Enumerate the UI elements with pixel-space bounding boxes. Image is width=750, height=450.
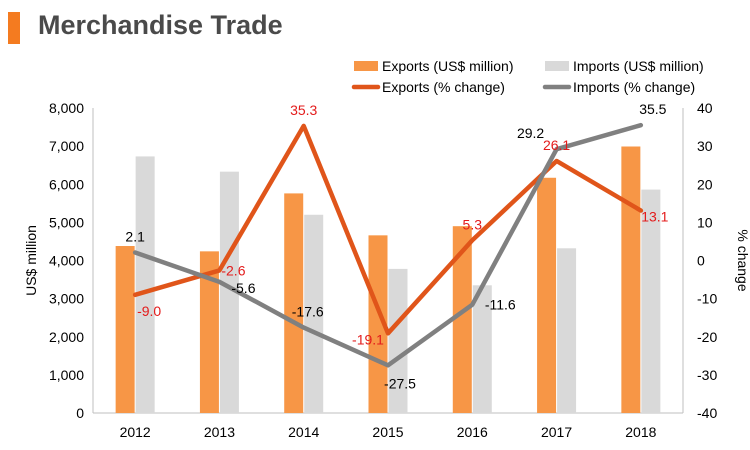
title-accent-bar xyxy=(8,12,20,44)
imports-data-label: -11.6 xyxy=(485,297,516,313)
y2-axis-title: % change xyxy=(735,229,750,291)
y-tick-label: 2,000 xyxy=(49,329,84,345)
x-tick-label: 2012 xyxy=(120,424,151,440)
exports-data-label: 13.1 xyxy=(641,209,668,225)
imports-bar xyxy=(641,189,661,413)
imports-bar xyxy=(135,156,155,413)
y2-tick-label: 20 xyxy=(697,176,713,192)
legend-imports-line-label: Imports (% change) xyxy=(573,79,695,95)
imports-data-label: -27.5 xyxy=(384,375,416,391)
imports-bar xyxy=(472,285,492,413)
legend-imports-bar-label: Imports (US$ million) xyxy=(573,58,704,74)
x-tick-label: 2015 xyxy=(372,424,403,440)
y-tick-label: 5,000 xyxy=(49,214,84,230)
exports-data-label: 35.3 xyxy=(290,102,317,118)
y2-tick-label: 10 xyxy=(697,214,713,230)
y-tick-label: 1,000 xyxy=(49,367,84,383)
imports-data-label: -17.6 xyxy=(292,304,324,320)
exports-data-label: -2.6 xyxy=(221,262,245,278)
exports-bar xyxy=(284,193,304,413)
x-tick-label: 2017 xyxy=(541,424,572,440)
exports-bar xyxy=(537,177,557,413)
y-axis-title: US$ million xyxy=(23,225,39,296)
y2-tick-label: 0 xyxy=(697,253,705,269)
y-tick-label: 7,000 xyxy=(49,138,84,154)
imports-data-label: 35.5 xyxy=(639,101,666,117)
x-tick-label: 2016 xyxy=(457,424,488,440)
x-tick-label: 2018 xyxy=(625,424,656,440)
imports-line xyxy=(132,122,644,368)
y-tick-label: 0 xyxy=(76,405,84,421)
exports-data-label: -9.0 xyxy=(137,303,161,319)
exports-bar xyxy=(452,226,472,413)
x-tick-label: 2013 xyxy=(204,424,235,440)
imports-bar xyxy=(219,171,239,413)
imports-data-label: 29.2 xyxy=(517,125,544,141)
exports-data-label: 26.1 xyxy=(543,137,570,153)
y-tick-label: 8,000 xyxy=(49,100,84,116)
exports-bar xyxy=(368,235,388,413)
legend-imports-bar-swatch xyxy=(545,61,569,71)
x-tick-label: 2014 xyxy=(288,424,319,440)
imports-bar xyxy=(557,248,577,413)
legend-exports-bar-label: Exports (US$ million) xyxy=(382,58,513,74)
exports-line xyxy=(132,123,644,336)
imports-bar xyxy=(304,214,324,413)
y2-tick-label: -40 xyxy=(697,405,717,421)
y2-tick-label: -30 xyxy=(697,367,717,383)
y-tick-label: 6,000 xyxy=(49,176,84,192)
y2-tick-label: 40 xyxy=(697,100,713,116)
y2-tick-label: 30 xyxy=(697,138,713,154)
page-title: Merchandise Trade xyxy=(38,10,283,40)
y2-tick-label: -20 xyxy=(697,329,717,345)
exports-bar xyxy=(115,246,135,413)
exports-bar xyxy=(199,251,219,413)
imports-data-label: 2.1 xyxy=(125,228,145,244)
exports-data-label: -19.1 xyxy=(352,331,384,347)
legend-exports-line-label: Exports (% change) xyxy=(382,79,505,95)
y-tick-label: 4,000 xyxy=(49,253,84,269)
imports-bar xyxy=(388,268,408,413)
exports-bar xyxy=(621,146,641,413)
legend-exports-bar-swatch xyxy=(354,61,378,71)
y2-tick-label: -10 xyxy=(697,291,717,307)
imports-data-label: -5.6 xyxy=(231,280,255,296)
exports-data-label: 5.3 xyxy=(463,216,483,232)
y-tick-label: 3,000 xyxy=(49,291,84,307)
